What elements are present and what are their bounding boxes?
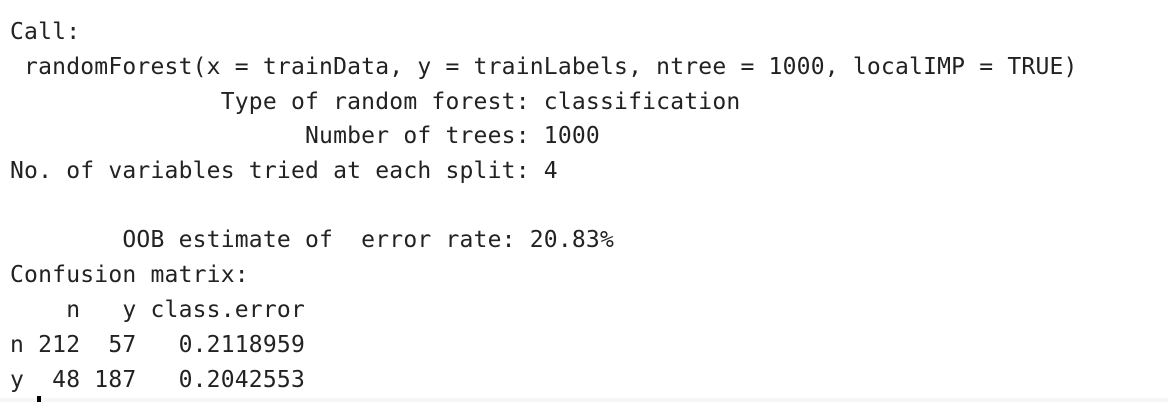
confusion-matrix-title: Confusion matrix:	[10, 262, 249, 288]
call-expression: randomForest(x = trainData, y = trainLab…	[10, 54, 1078, 80]
forest-type-line: Type of random forest: classification	[10, 89, 741, 115]
number-of-trees-line: Number of trees: 1000	[10, 123, 600, 149]
call-header: Call:	[10, 19, 81, 45]
text-cursor	[37, 396, 41, 402]
variables-per-split-line: No. of variables tried at each split: 4	[10, 158, 558, 184]
console-bottom-strip	[0, 398, 1168, 402]
confusion-matrix-row-y: y 48 187 0.2042553	[10, 367, 305, 393]
confusion-matrix-header: n y class.error	[10, 297, 305, 323]
oob-error-line: OOB estimate of error rate: 20.83%	[10, 227, 615, 253]
confusion-matrix-row-n: n 212 57 0.2118959	[10, 332, 305, 358]
